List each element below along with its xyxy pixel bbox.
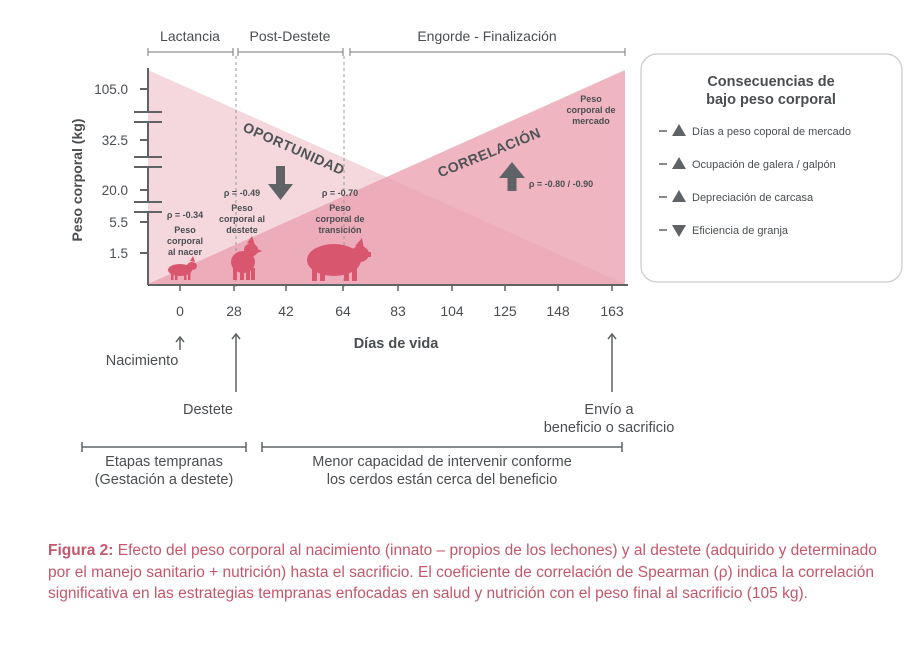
x-tick: 125 [493,303,517,319]
triangle-up-icon [672,190,686,202]
rho-market: ρ = -0.80 / -0.90 [529,179,593,189]
range-brackets [81,442,623,452]
weight-label-market: Peso [580,94,602,104]
weight-label-transition: corporal de [315,214,364,224]
correlacion-triangle [148,70,625,284]
triangle-up-icon [672,157,686,169]
weight-label-transition: transición [318,225,361,235]
event-destete: Destete [183,402,233,418]
x-tick: 148 [546,303,570,319]
weight-label-birth: al nacer [168,247,203,257]
y-tick: 105.0 [94,82,128,97]
weight-label-market: mercado [572,116,610,126]
weight-label-birth: corporal [167,236,203,246]
x-axis-label: Días de vida [354,336,440,352]
arrow-down-icon [268,166,293,200]
stage-post-destete: Post-Destete [250,28,331,44]
x-tick: 28 [226,303,242,319]
stage-header [147,48,626,56]
legend-title: bajo peso corporal [706,92,836,108]
figure-caption: Figura 2: Efecto del peso corporal al na… [48,540,888,605]
caption-label: Figura 2: [48,542,114,559]
legend-item: Ocupación de galera / galpón [692,159,836,171]
event-arrows [175,332,617,392]
range-right-label: los cerdos están cerca del beneficio [327,472,558,488]
weight-label-weaning: corporal al [219,214,265,224]
x-tick: 64 [335,303,351,319]
legend: Consecuencias de bajo peso corporal Días… [640,53,903,283]
x-tick: 104 [440,303,464,319]
y-axis [134,68,162,285]
x-tick: 42 [278,303,294,319]
rho-weaning: ρ = -0.49 [224,188,260,198]
weight-label-market: corporal de [566,105,615,115]
pig-weaning-icon [231,236,262,280]
x-tick: 0 [176,303,184,319]
caption-text: Efecto del peso corporal al nacimiento (… [48,542,877,602]
event-envio: beneficio o sacrificio [544,420,675,436]
weight-label-weaning: Peso [231,203,253,213]
triangle-down-icon [672,225,686,237]
diagram: Lactancia Post-Destete Engorde - Finaliz… [69,28,903,488]
y-tick: 5.5 [109,215,128,230]
weight-label-weaning: destete [226,225,258,235]
legend-item: Eficiencia de granja [692,225,789,237]
x-tick: 83 [390,303,406,319]
x-ticks [179,285,613,291]
weight-label-birth: Peso [174,225,196,235]
rho-birth: ρ = -0.34 [167,210,203,220]
y-tick: 1.5 [109,246,128,261]
legend-item: Depreciación de carcasa [692,192,814,204]
stage-engorde: Engorde - Finalización [417,28,556,44]
pig-transition-icon [307,238,371,281]
rho-transition: ρ = -0.70 [322,188,358,198]
range-left-label: Etapas tempranas [105,454,223,470]
stage-lactancia: Lactancia [160,28,220,44]
arrow-up-icon [499,162,525,191]
range-left-label: (Gestación a destete) [95,472,234,488]
x-tick: 163 [600,303,624,319]
range-right-label: Menor capacidad de intervenir conforme [312,454,572,470]
legend-item: Días a peso coporal de mercado [692,126,851,138]
event-nacimiento: Nacimiento [106,353,179,369]
triangle-up-icon [672,124,686,136]
y-tick: 20.0 [102,183,128,198]
weight-label-transition: Peso [329,203,351,213]
event-envio: Envío a [584,402,634,418]
piglet-birth-icon [168,256,197,280]
legend-title: Consecuencias de [707,74,834,90]
y-axis-label: Peso corporal (kg) [69,119,85,242]
y-tick: 32.5 [102,133,128,148]
